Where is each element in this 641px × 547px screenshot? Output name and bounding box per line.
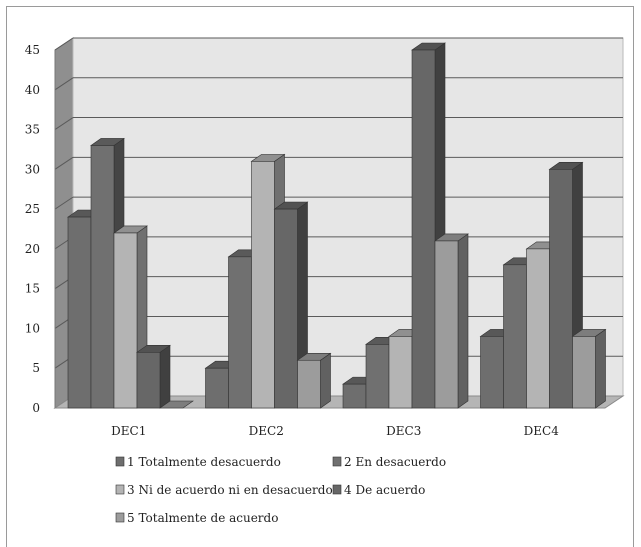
bar-front [113, 232, 138, 409]
bar-side [159, 344, 171, 409]
bar-front [549, 169, 573, 409]
y-tick-label: 5 [32, 361, 40, 375]
legend: 1 Totalmente desacuerdo 2 En desacuerdo 3 … [115, 455, 446, 525]
legend-label: 5 Totalmente de acuerdo [127, 511, 278, 525]
legend-swatch [115, 456, 125, 467]
bar-front [434, 240, 459, 409]
legend-item-4: 4 De acuerdo [332, 483, 425, 497]
bar-front [480, 336, 504, 409]
legend-swatch [332, 484, 342, 495]
bar-front [297, 359, 321, 409]
bar-side [320, 352, 331, 409]
y-tick-label: 0 [32, 401, 40, 415]
bar-top [159, 400, 194, 409]
bar-side [595, 328, 606, 409]
bar-front [136, 352, 161, 409]
legend-swatch [115, 484, 125, 495]
gridline-side [54, 77, 74, 91]
bar-front [67, 216, 92, 409]
bar-front [411, 49, 436, 409]
bar-front [526, 248, 550, 409]
bar-front [251, 161, 275, 409]
x-tick-label: DEC4 [524, 424, 560, 438]
bar-dec2-series-5 [296, 352, 332, 409]
bar-dec4-series-5 [571, 328, 607, 409]
y-tick-label: 15 [25, 282, 40, 296]
bar-front [274, 208, 298, 409]
gridline-side [54, 117, 74, 130]
y-tick-label: 35 [25, 123, 40, 137]
bars [67, 42, 607, 409]
bar-side [457, 233, 469, 409]
bar-front [572, 336, 596, 409]
y-tick-label: 30 [25, 162, 40, 176]
bar-dec3-series-5 [434, 233, 469, 409]
legend-label: 3 Ni de acuerdo ni en desacuerdo [127, 483, 333, 497]
y-tick-label: 25 [25, 202, 40, 216]
legend-swatch [115, 512, 125, 523]
chart-frame [6, 6, 634, 547]
legend-item-5: 5 Totalmente de acuerdo [115, 511, 278, 525]
gridline-side [54, 156, 74, 170]
x-tick-label: DEC3 [386, 424, 421, 438]
x-tick-label: DEC2 [249, 424, 284, 438]
bar-dec1-series-4 [136, 344, 171, 409]
bar-front [90, 145, 115, 409]
x-tick-label: DEC1 [111, 424, 146, 438]
y-tick-label: 10 [25, 321, 40, 335]
y-tick-label: 20 [25, 242, 40, 256]
bar-front [388, 336, 413, 409]
gridline-side [54, 37, 74, 51]
legend-label: 1 Totalmente desacuerdo [127, 455, 281, 469]
bar-front [503, 264, 527, 409]
legend-item-2: 2 En desacuerdo [332, 455, 446, 469]
bar-front [205, 367, 229, 409]
bar-dec1-series-5 [159, 400, 194, 409]
legend-label: 2 En desacuerdo [344, 455, 446, 469]
gridline-side [54, 196, 74, 210]
y-tick-label: 40 [25, 83, 40, 97]
y-tick-label: 45 [25, 43, 40, 57]
bar-front [228, 256, 252, 409]
legend-item-3: 3 Ni de acuerdo ni en desacuerdo [115, 483, 333, 497]
bar-front [365, 344, 390, 409]
bar-front [342, 383, 367, 409]
legend-swatch [332, 456, 342, 467]
category-labels: DEC1 DEC2 DEC3 DEC4 [111, 424, 559, 438]
legend-label: 4 De acuerdo [344, 483, 425, 497]
y-axis-ticks: 0 5 10 15 20 25 30 35 40 45 [25, 43, 40, 415]
legend-item-1: 1 Totalmente desacuerdo [115, 455, 281, 469]
